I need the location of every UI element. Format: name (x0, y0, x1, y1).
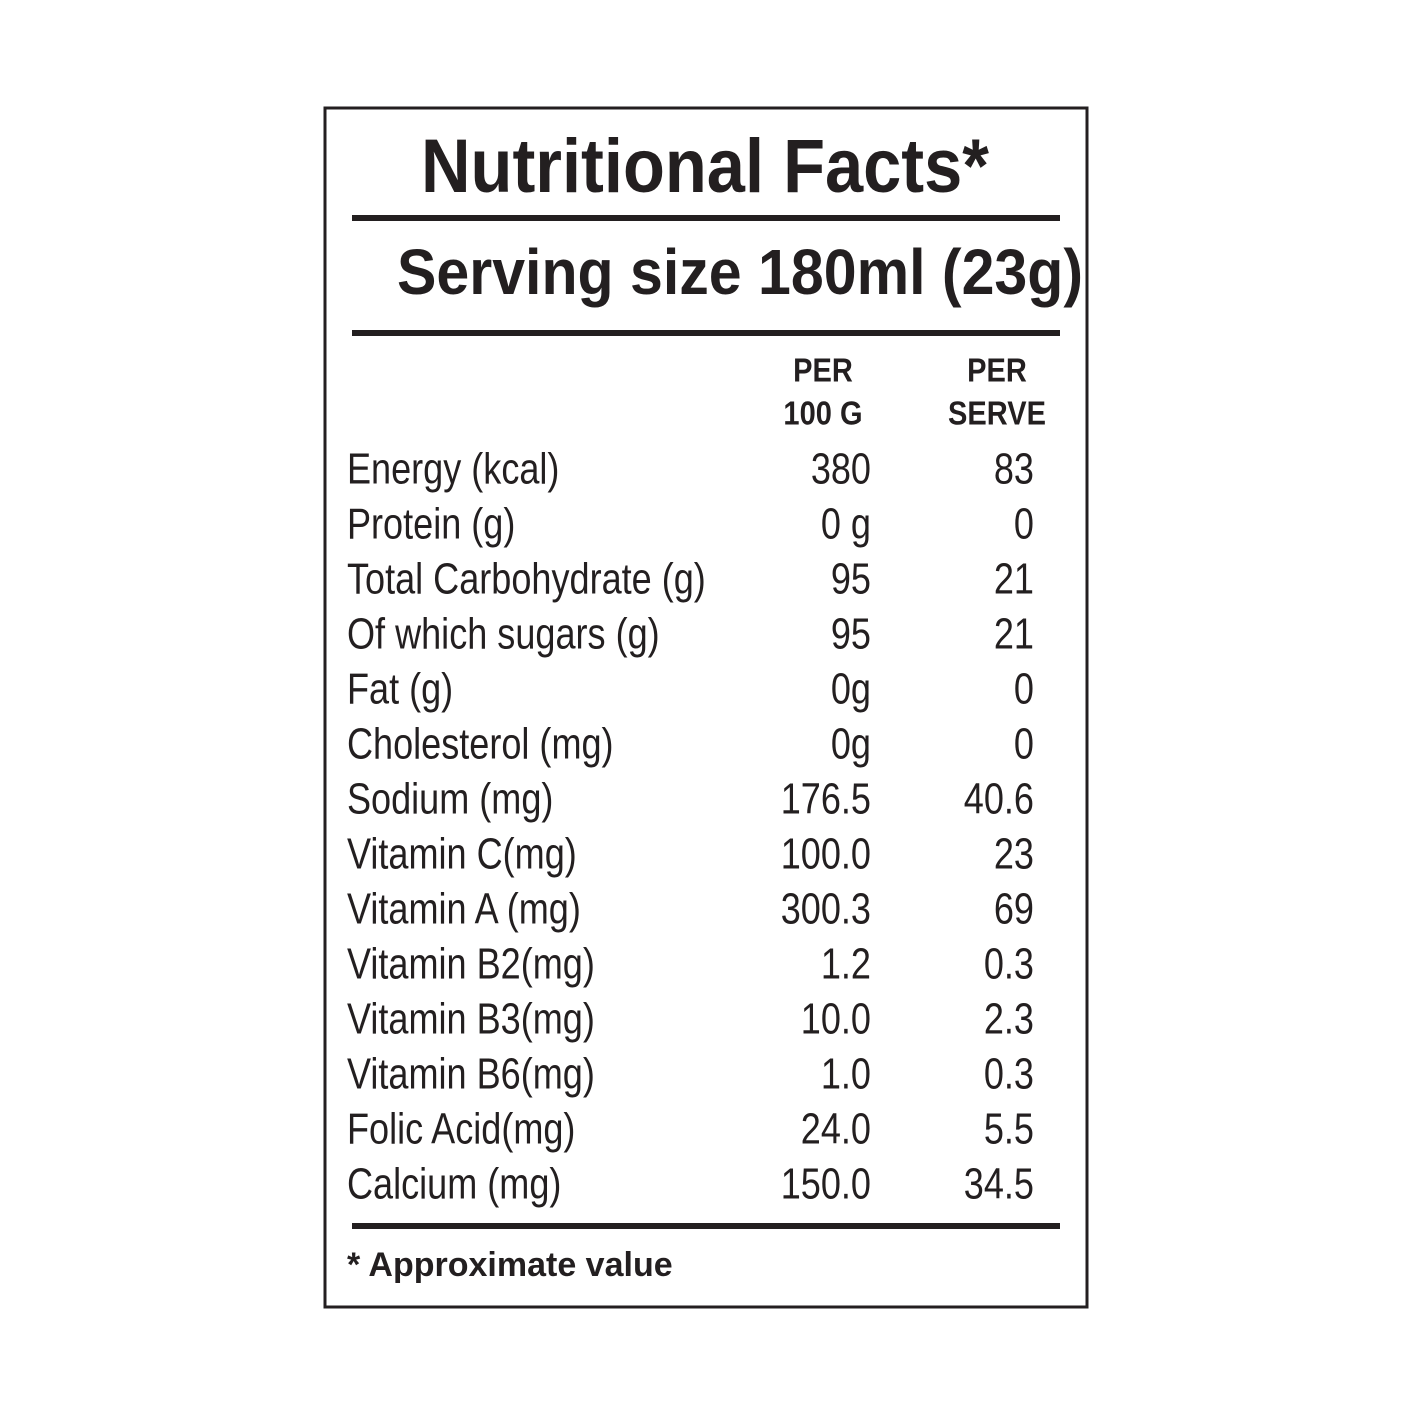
nutrient-name: Calcium (mg) (347, 1159, 561, 1208)
nutrient-value: 0.3 (984, 939, 1034, 988)
nutrient-name: Total Carbohydrate (g) (347, 554, 706, 603)
column-header: 100 G (783, 395, 862, 432)
nutrient-value: 0 g (821, 499, 871, 548)
nutrient-value: 300.3 (781, 884, 871, 933)
nutrient-value: 21 (994, 609, 1034, 658)
nutrient-value: 69 (994, 884, 1034, 933)
nutrient-value: 40.6 (964, 774, 1034, 823)
nutrient-value: 0.3 (984, 1049, 1034, 1098)
nutrient-value: 95 (831, 554, 871, 603)
nutrient-name: Cholesterol (mg) (347, 719, 614, 768)
nutrient-value: 34.5 (964, 1159, 1034, 1208)
nutrient-value: 0g (831, 719, 871, 768)
nutrient-value: 0g (831, 664, 871, 713)
nutrient-value: 24.0 (801, 1104, 871, 1153)
nutrient-name: Vitamin B3(mg) (347, 994, 595, 1043)
serving-size: Serving size 180ml (23g) (397, 236, 1083, 308)
nutrient-value: 21 (994, 554, 1034, 603)
nutrient-name: Vitamin B2(mg) (347, 939, 595, 988)
column-header: PER (967, 352, 1027, 389)
nutrient-value: 10.0 (801, 994, 871, 1043)
nutrient-value: 95 (831, 609, 871, 658)
border (323, 106, 1089, 1309)
nutrient-value: 0 (1014, 499, 1034, 548)
nutrient-name: Of which sugars (g) (347, 609, 660, 658)
nutrient-name: Vitamin B6(mg) (347, 1049, 595, 1098)
nutrient-value: 100.0 (781, 829, 871, 878)
nutrient-name: Sodium (mg) (347, 774, 553, 823)
nutrient-value: 0 (1014, 664, 1034, 713)
title: Nutritional Facts* (421, 124, 989, 209)
nutrient-value: 5.5 (984, 1104, 1034, 1153)
nutrient-value: 1.2 (821, 939, 871, 988)
footnote: * Approximate value (347, 1246, 673, 1284)
column-header: PER (793, 352, 853, 389)
nutrient-name: Vitamin C(mg) (347, 829, 577, 878)
column-header: SERVE (948, 395, 1046, 432)
nutrient-value: 2.3 (984, 994, 1034, 1043)
nutrient-value: 380 (811, 444, 871, 493)
nutrient-value: 1.0 (821, 1049, 871, 1098)
nutrient-value: 23 (994, 829, 1034, 878)
nutrient-value: 176.5 (781, 774, 871, 823)
nutrient-name: Fat (g) (347, 664, 453, 713)
nutrient-name: Vitamin A (mg) (347, 884, 581, 933)
table: PER 100 G PER SERVE Energy (kcal) 380 83 Protei… (347, 352, 1046, 1208)
nutrient-name: Folic Acid(mg) (347, 1104, 575, 1153)
nutrient-name: Protein (g) (347, 499, 515, 548)
nutrient-value: 150.0 (781, 1159, 871, 1208)
nutrient-value: 0 (1014, 719, 1034, 768)
nutrient-name: Energy (kcal) (347, 444, 559, 493)
nutrient-value: 83 (994, 444, 1034, 493)
